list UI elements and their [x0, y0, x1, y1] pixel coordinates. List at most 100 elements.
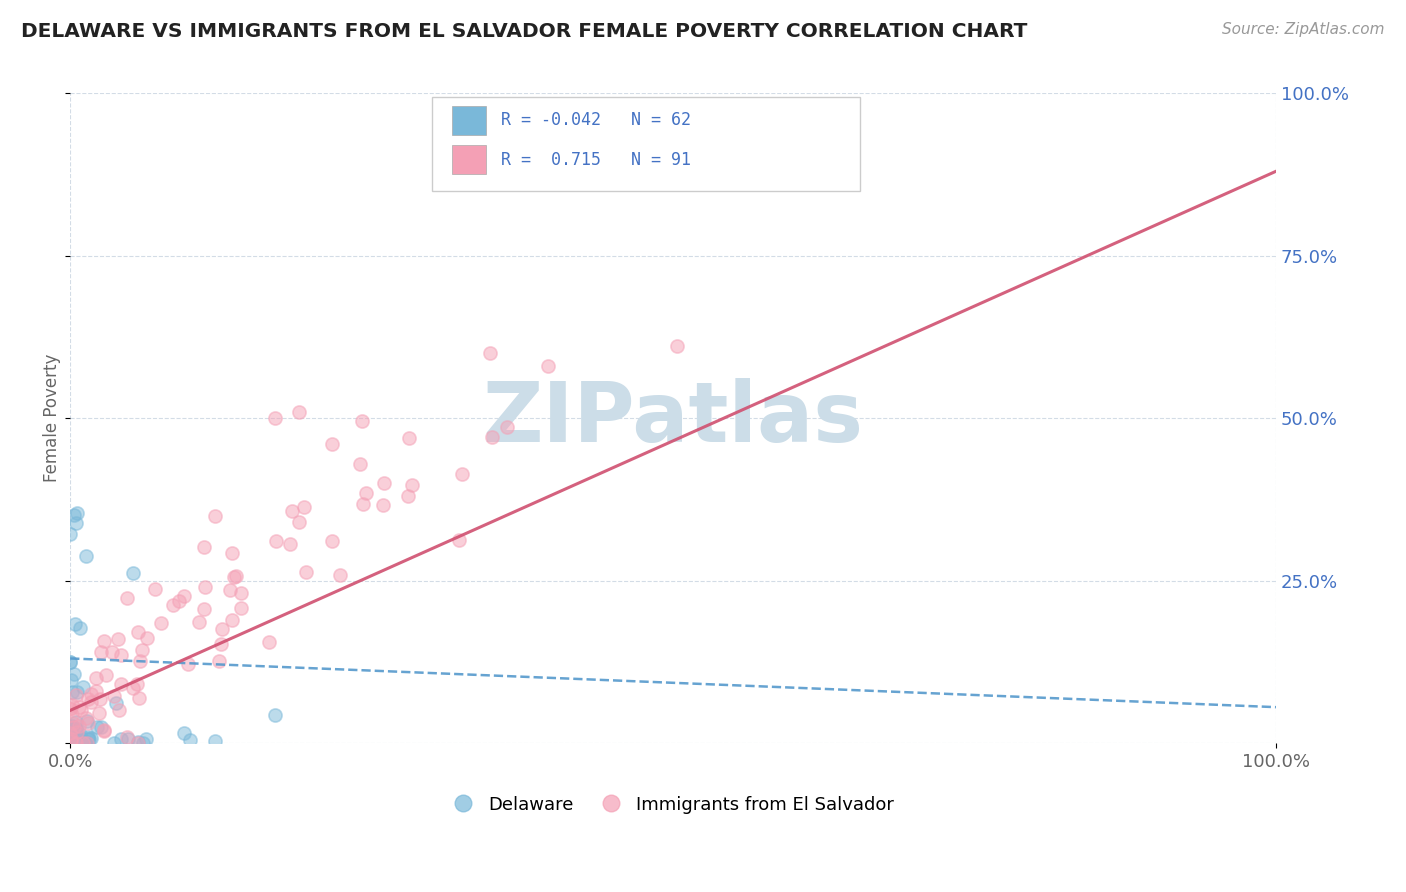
Point [107, 632, 129, 646]
Point [75, 711, 97, 725]
Point [90, 645, 112, 659]
Point [259, 635, 281, 649]
Point [173, 589, 195, 603]
Point [295, 565, 318, 579]
Point [62, 736, 84, 750]
Point [63, 667, 86, 681]
Point [65, 722, 87, 736]
Point [76, 736, 98, 750]
Point [481, 430, 503, 444]
Point [60, 736, 83, 750]
Point [73, 735, 96, 749]
Point [117, 731, 139, 746]
Point [73, 735, 96, 749]
Point [150, 615, 173, 630]
Point [62, 716, 84, 731]
Point [66, 724, 89, 739]
Point [93, 634, 115, 648]
Point [451, 467, 474, 481]
Point [80, 687, 103, 701]
Point [67, 719, 90, 733]
Point [60, 731, 83, 746]
Point [537, 359, 560, 373]
Point [127, 624, 149, 639]
Point [352, 497, 374, 511]
Point [72, 736, 94, 750]
Point [204, 508, 226, 523]
Point [62, 707, 84, 722]
Point [354, 486, 377, 500]
Point [349, 457, 371, 471]
Point [281, 504, 304, 518]
Point [266, 533, 288, 548]
Point [229, 586, 252, 600]
Point [77, 715, 100, 730]
Point [211, 622, 233, 636]
Point [87, 706, 110, 720]
Point [80, 695, 103, 709]
Point [208, 654, 231, 668]
Point [264, 708, 287, 723]
Point [63, 733, 86, 747]
Point [225, 569, 247, 583]
Text: Source: ZipAtlas.com: Source: ZipAtlas.com [1222, 22, 1385, 37]
Point [218, 583, 240, 598]
Point [162, 598, 184, 612]
Point [193, 602, 215, 616]
Point [136, 631, 159, 645]
Point [371, 498, 394, 512]
Point [93, 723, 115, 738]
Point [127, 735, 149, 749]
Point [77, 730, 100, 744]
Point [288, 404, 311, 418]
Point [66, 736, 89, 750]
Point [59, 733, 82, 747]
Point [60, 736, 83, 750]
Point [77, 732, 100, 747]
Point [59, 730, 82, 744]
Point [321, 437, 343, 451]
Point [59, 736, 82, 750]
Point [131, 736, 153, 750]
Text: R = -0.042   N = 62: R = -0.042 N = 62 [501, 112, 690, 129]
Point [67, 731, 90, 745]
Point [329, 568, 352, 582]
Point [75, 549, 97, 563]
Point [110, 676, 132, 690]
Point [62, 720, 84, 734]
Point [59, 734, 82, 748]
Legend: Delaware, Immigrants from El Salvador: Delaware, Immigrants from El Salvador [444, 788, 901, 822]
Point [396, 489, 419, 503]
Point [59, 723, 82, 738]
Point [401, 478, 423, 492]
Point [103, 689, 125, 703]
Point [373, 476, 395, 491]
Text: ZIPatlas: ZIPatlas [482, 377, 863, 458]
Point [350, 414, 373, 428]
Point [478, 346, 501, 360]
Point [75, 735, 97, 749]
Point [59, 725, 82, 739]
Point [131, 643, 153, 657]
Point [288, 515, 311, 529]
Point [59, 702, 82, 716]
Point [93, 723, 115, 737]
Point [69, 730, 91, 744]
FancyBboxPatch shape [432, 96, 860, 191]
Point [59, 734, 82, 748]
Point [194, 581, 217, 595]
Point [90, 720, 112, 734]
Point [60, 735, 83, 749]
Point [72, 680, 94, 694]
Point [110, 648, 132, 662]
FancyBboxPatch shape [453, 145, 486, 175]
Point [84, 671, 107, 685]
Point [59, 735, 82, 749]
Point [179, 732, 201, 747]
Point [65, 688, 87, 702]
Point [65, 722, 87, 736]
Point [69, 727, 91, 741]
Y-axis label: Female Poverty: Female Poverty [44, 354, 60, 483]
Point [59, 736, 82, 750]
Point [169, 593, 191, 607]
